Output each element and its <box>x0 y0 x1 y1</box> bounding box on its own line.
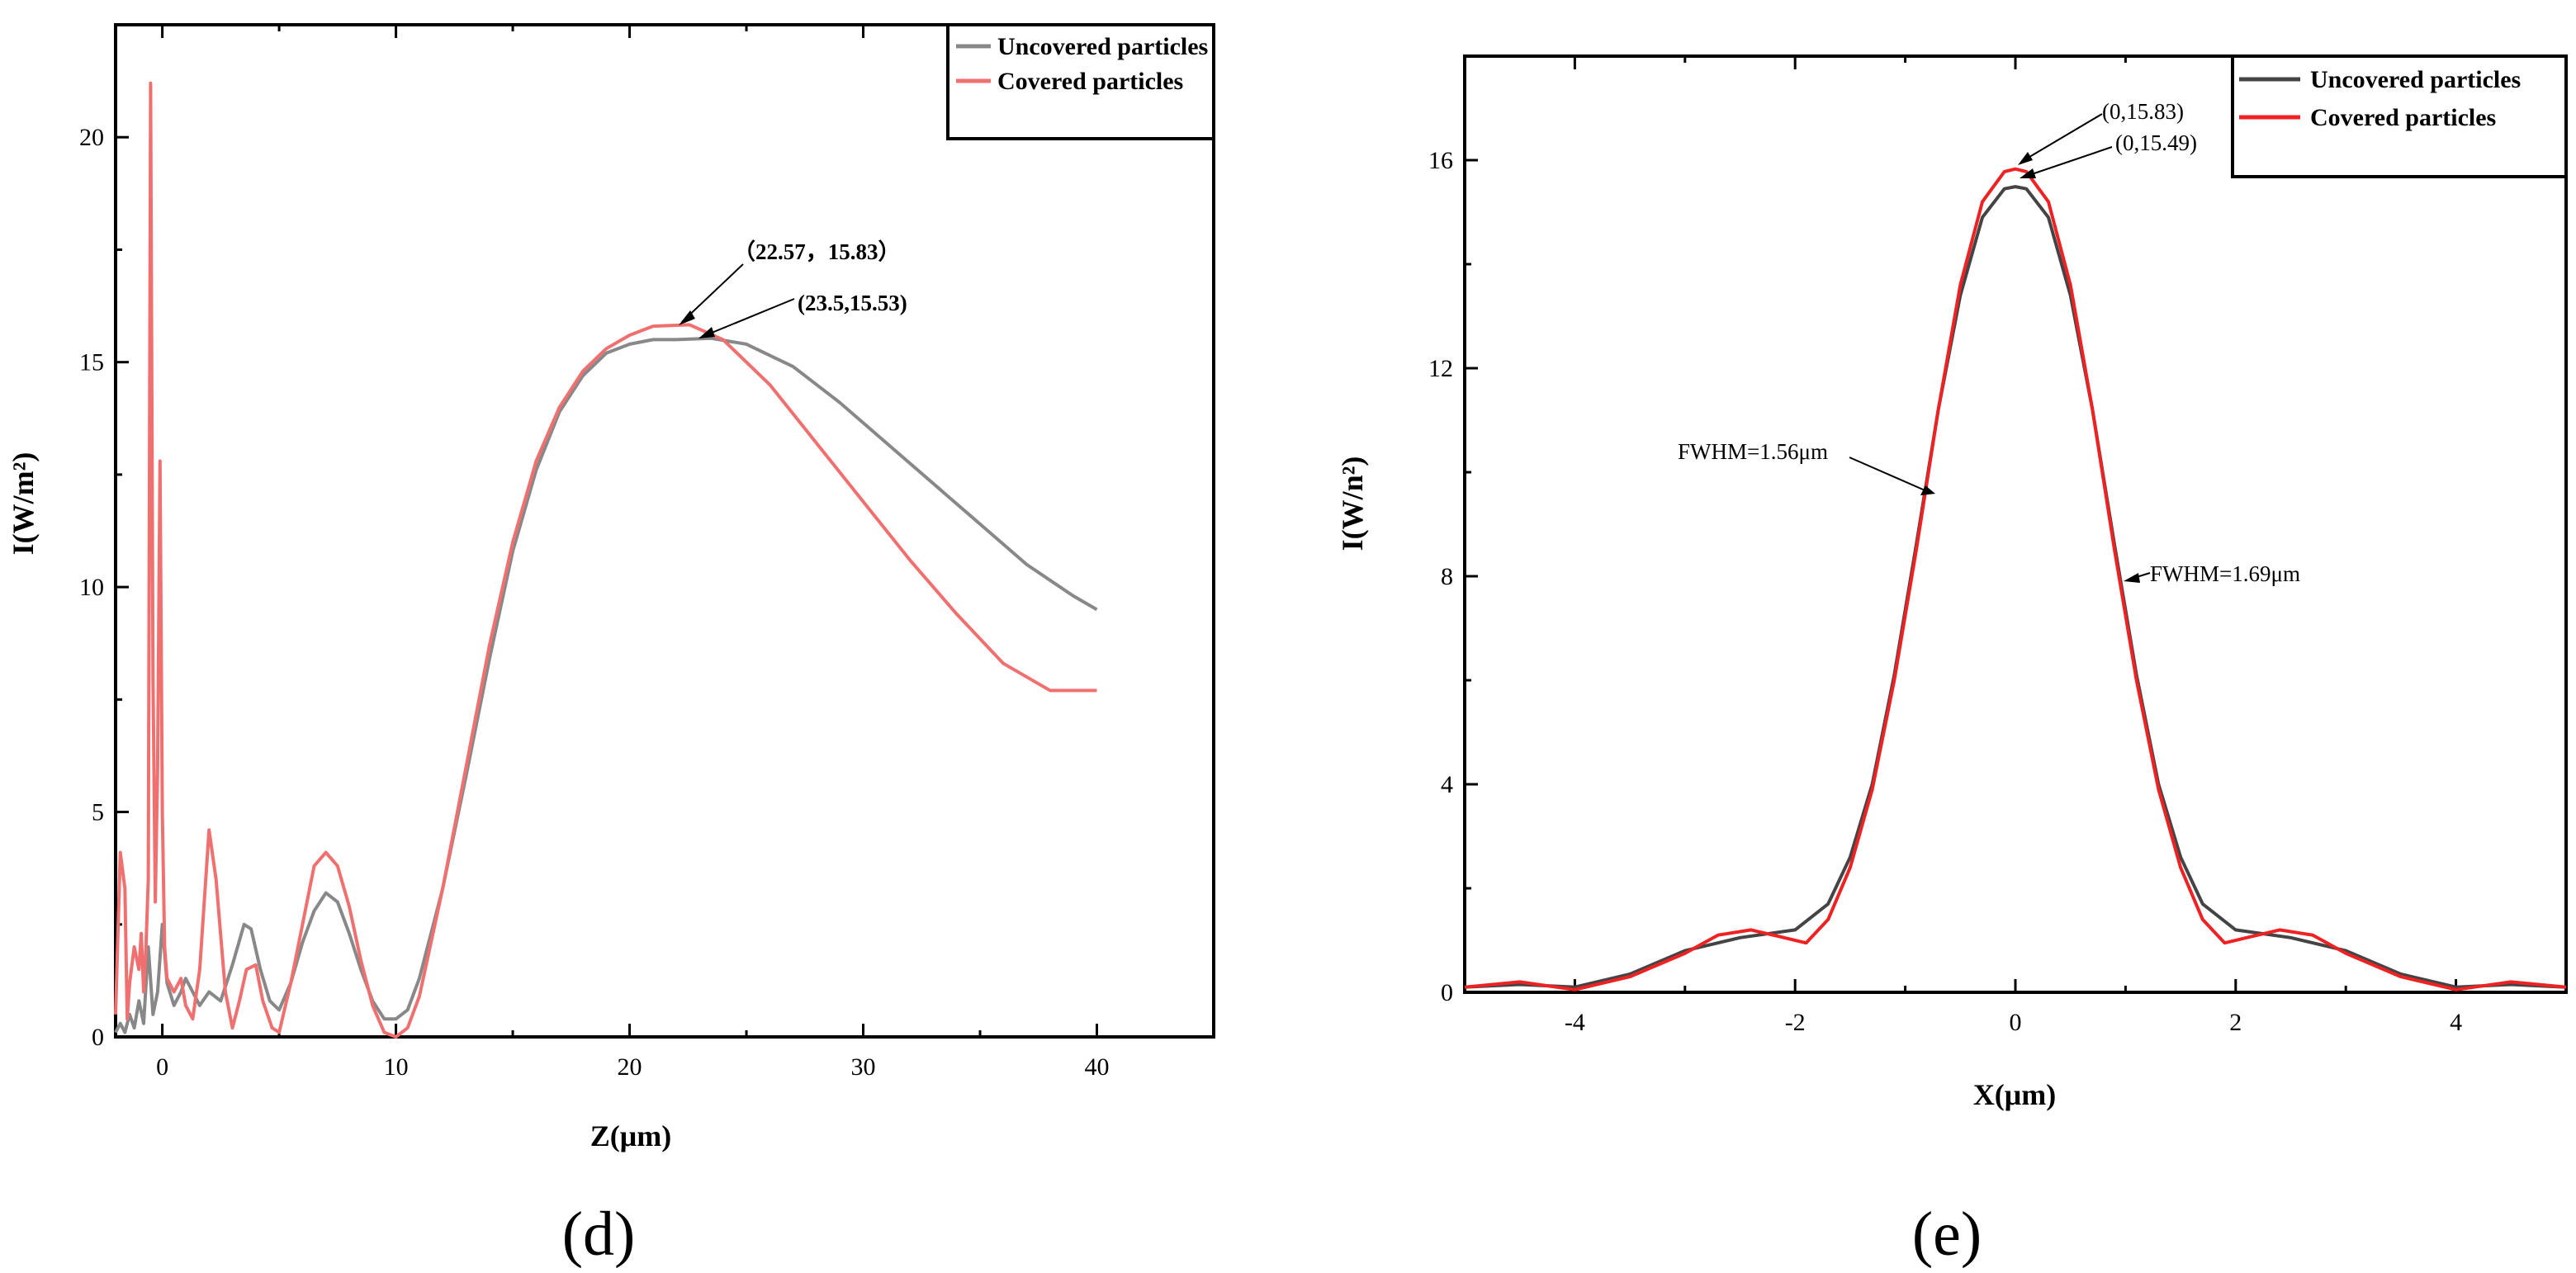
annotation-covered-peak-d: （22.57，15.83） <box>733 239 901 264</box>
y-tick-label-d: 20 <box>79 124 104 151</box>
y-axis-label-e: I(W/n²) <box>1336 457 1369 551</box>
y-tick-label-e: 12 <box>1428 355 1453 382</box>
legend-d: Uncovered particles Covered particles <box>946 23 1215 140</box>
annotation-arrow-fwhm-uncovered-e <box>1849 457 1930 493</box>
annotation-arrowhead-covered-e <box>2018 152 2033 165</box>
annotation-arrowhead-fwhm-covered-e <box>2124 573 2140 583</box>
x-tick-label-d: 30 <box>851 1053 876 1081</box>
plot-frame-d <box>114 23 1215 1039</box>
annotations-e: (0,15.83) (0,15.49) FWHM=1.56μm FWHM=1.6… <box>1678 99 2300 586</box>
annotation-arrow-covered-e <box>2020 113 2103 163</box>
annotations-d: （22.57，15.83） (23.5,15.53) <box>679 239 907 338</box>
y-tick-label-d: 0 <box>92 1024 104 1051</box>
y-tick-label-e: 0 <box>1441 979 1453 1006</box>
x-tick-label-e: 0 <box>2010 1009 2022 1036</box>
annotation-fwhm-covered-e: FWHM=1.69μm <box>2150 561 2300 586</box>
x-tick-label-e: 4 <box>2450 1009 2462 1036</box>
series-line-uncovered-e <box>1464 185 2567 989</box>
x-tick-label-e: -2 <box>1785 1009 1806 1036</box>
legend-label-covered-d: Covered particles <box>997 68 1183 95</box>
chart-panel-d: 0 10 20 30 40 0 5 10 15 20 Uncovered particles Co… <box>7 23 1215 1269</box>
x-tick-label-d: 40 <box>1085 1053 1110 1081</box>
annotation-arrowhead-covered-d <box>679 310 695 325</box>
annotation-arrowhead-uncovered-d <box>698 327 715 338</box>
x-tick-label-e: -4 <box>1565 1009 1585 1036</box>
annotation-arrow-uncovered-e <box>2024 146 2113 177</box>
y-tick-label-e: 16 <box>1428 147 1453 174</box>
panel-label-d: (d) <box>562 1200 636 1269</box>
annotation-arrow-covered-d <box>681 263 744 323</box>
legend-label-uncovered-d: Uncovered particles <box>997 33 1208 60</box>
y-tick-label-d: 10 <box>79 574 104 601</box>
legend-box-d <box>946 23 1215 140</box>
annotation-covered-peak-e: (0,15.83) <box>2102 99 2184 124</box>
legend-label-uncovered-e: Uncovered particles <box>2310 66 2521 93</box>
x-axis-label-d: Z(μm) <box>590 1119 671 1152</box>
x-tick-label-d: 0 <box>156 1053 168 1081</box>
annotation-arrow-uncovered-d <box>701 298 795 338</box>
annotation-uncovered-peak-e: (0,15.49) <box>2115 130 2197 155</box>
legend-e: Uncovered particles Covered particles <box>2231 54 2568 178</box>
annotation-fwhm-uncovered-e: FWHM=1.56μm <box>1678 439 1828 464</box>
series-line-covered-d <box>114 81 1097 1039</box>
annotation-arrowhead-uncovered-e <box>2020 168 2036 178</box>
y-axis-label-d: I(W/m²) <box>7 452 40 556</box>
y-tick-label-d: 15 <box>79 349 104 376</box>
x-tick-label-d: 20 <box>618 1053 642 1081</box>
series-line-covered-e <box>1464 167 2567 991</box>
annotation-uncovered-peak-d: (23.5,15.53) <box>798 291 907 315</box>
plot-frame-e <box>1463 54 2568 994</box>
legend-label-covered-e: Covered particles <box>2310 104 2496 131</box>
x-axis-label-e: X(μm) <box>1973 1078 2056 1111</box>
y-tick-label-d: 5 <box>92 799 104 826</box>
annotation-arrowhead-fwhm-uncovered-e <box>1920 485 1935 495</box>
x-tick-label-e: 2 <box>2229 1009 2242 1036</box>
y-tick-label-e: 4 <box>1441 771 1453 798</box>
panel-label-e: (e) <box>1912 1200 1982 1269</box>
y-tick-label-e: 8 <box>1441 563 1453 590</box>
series-line-uncovered-d <box>114 336 1098 1034</box>
chart-panel-e: -4 -2 0 2 4 0 4 8 12 16 Uncovered particles Cover… <box>1336 54 2568 1269</box>
x-tick-label-d: 10 <box>384 1053 409 1081</box>
